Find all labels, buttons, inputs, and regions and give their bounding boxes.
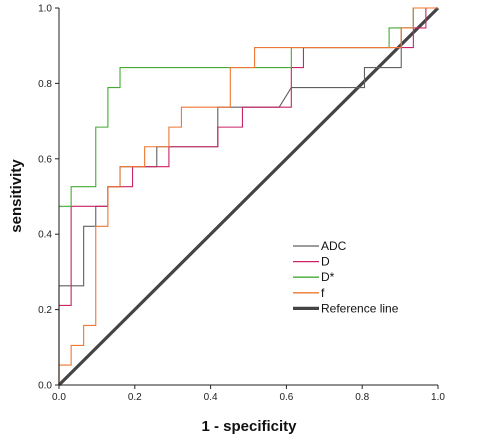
- legend-label: f: [321, 286, 325, 300]
- series-line-reference-line: [57, 6, 440, 387]
- ticks-layer: 0.0 0.2 0.4 0.6 0.8 1.0 0.0 0.2 0.4 0.6 0.8 1.0: [38, 4, 445, 404]
- legend-label: ADC: [321, 239, 347, 253]
- series-line-d: [58, 7, 438, 385]
- y-tick-label: 0.8: [38, 79, 52, 90]
- x-tick-label: 0.0: [52, 392, 66, 403]
- x-tick-label: 0.6: [279, 392, 293, 403]
- series-line-f: [58, 7, 438, 385]
- legend-item-adc: ADC: [293, 239, 347, 253]
- x-tick-label: 0.2: [128, 392, 142, 403]
- x-tick-label: 0.8: [355, 392, 369, 403]
- y-tick-label: 0.4: [38, 230, 52, 241]
- series-line-d-star: [58, 7, 438, 385]
- x-axis-title: 1 - specificity: [201, 418, 297, 435]
- x-tick-label: 0.4: [204, 392, 218, 403]
- y-tick-label: 0.6: [38, 154, 52, 165]
- legend-label: D*: [321, 270, 335, 284]
- reference-layer: [57, 6, 440, 387]
- legend-label: D: [321, 255, 330, 269]
- legend-label: Reference line: [321, 301, 399, 315]
- x-tick-label: 1.0: [431, 392, 445, 403]
- legend-item-d: D: [293, 255, 330, 269]
- legend-item-d-star: D*: [293, 270, 335, 284]
- legend-item-f: f: [293, 286, 325, 300]
- y-tick-label: 0.0: [38, 381, 52, 392]
- y-tick-label: 1.0: [38, 4, 52, 15]
- axis-layer: [58, 8, 438, 386]
- y-axis-title: sensitivity: [8, 159, 25, 233]
- series-layer: [58, 7, 438, 385]
- legend-item-reference-line: Reference line: [293, 301, 399, 315]
- y-tick-label: 0.2: [38, 305, 52, 316]
